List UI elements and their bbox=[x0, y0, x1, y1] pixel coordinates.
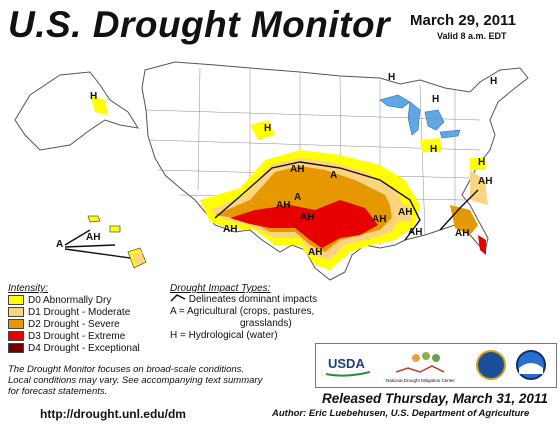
impact-label: A bbox=[56, 239, 63, 250]
impact-label: H bbox=[388, 72, 395, 83]
impact-label: AH bbox=[276, 200, 290, 211]
impact-label: AH bbox=[300, 212, 314, 223]
swatch-d4 bbox=[8, 343, 24, 353]
legend-item: D0 Abnormally Dry bbox=[28, 294, 112, 306]
legend-item: D4 Drought - Exceptional bbox=[28, 342, 140, 354]
author-credit: Author: Eric Luebehusen, U.S. Department… bbox=[272, 408, 530, 419]
impact-label: H bbox=[430, 144, 437, 155]
impact-label: AH bbox=[223, 224, 237, 235]
impact-delineates: Delineates dominant impacts bbox=[188, 294, 318, 305]
website-url: http://drought.unl.edu/dm bbox=[40, 407, 186, 421]
impact-heading: Drought Impact Types: bbox=[170, 283, 271, 294]
impact-label: AH bbox=[398, 207, 412, 218]
swatch-d3 bbox=[8, 331, 24, 341]
swatch-d1 bbox=[8, 307, 24, 317]
swatch-d0 bbox=[8, 295, 24, 305]
impact-line-icon bbox=[170, 294, 186, 302]
impact-label: A bbox=[330, 170, 337, 181]
legend-item: D1 Drought - Moderate bbox=[28, 306, 131, 318]
impact-label: AH bbox=[372, 214, 386, 225]
disclaimer-note: The Drought Monitor focuses on broad-sca… bbox=[8, 364, 298, 397]
impact-lines bbox=[64, 161, 479, 259]
impact-ag: A = Agricultural (crops, pastures, bbox=[170, 306, 315, 317]
impact-label: H bbox=[432, 94, 439, 105]
impact-hydro: H = Hydrological (water) bbox=[170, 330, 278, 341]
note-line: The Drought Monitor focuses on broad-sca… bbox=[8, 364, 245, 375]
legend-heading: Intensity: bbox=[8, 283, 49, 294]
legend-item: D2 Drought - Severe bbox=[28, 318, 120, 330]
impact-label: H bbox=[90, 91, 97, 102]
impact-legend: Drought Impact Types: Delineates dominan… bbox=[170, 283, 317, 342]
usda-text: USDA bbox=[328, 356, 365, 371]
note-line: Local conditions may vary. See accompany… bbox=[8, 375, 263, 386]
map-date: March 29, 2011 bbox=[410, 12, 516, 29]
alaska-drought bbox=[90, 95, 108, 115]
impact-label: AH bbox=[478, 176, 492, 187]
impact-label: AH bbox=[308, 247, 322, 258]
note-line: for forecast statements. bbox=[8, 386, 108, 397]
doc-seal bbox=[476, 350, 506, 380]
impact-label: H bbox=[264, 123, 271, 134]
map-title: U.S. Drought Monitor bbox=[8, 4, 390, 45]
drought-map: AH A AH AH AH AH AH AH AH AH AH H H H H … bbox=[14, 61, 529, 281]
impact-label: AH bbox=[455, 228, 469, 239]
legend-item: D3 Drought - Extreme bbox=[28, 330, 126, 342]
great-lakes bbox=[379, 94, 461, 139]
hawaii bbox=[87, 215, 147, 269]
valid-time: Valid 8 a.m. EDT bbox=[437, 31, 507, 41]
logo-strip: USDA National Drought Mitigation Center bbox=[324, 350, 546, 383]
impact-label: A bbox=[294, 192, 301, 203]
impact-label: H bbox=[490, 76, 497, 87]
release-date: Released Thursday, March 31, 2011 bbox=[322, 391, 548, 406]
agency-logos: USDA National Drought Mitigation Center bbox=[315, 343, 557, 388]
ndmc-logo: National Drought Mitigation Center bbox=[386, 352, 456, 383]
impact-label: AH bbox=[86, 232, 100, 243]
intensity-legend: Intensity: D0 Abnormally Dry D1 Drought … bbox=[8, 283, 140, 354]
drought-areas bbox=[200, 120, 488, 270]
impact-label: AH bbox=[408, 227, 422, 238]
alaska-land bbox=[14, 71, 140, 151]
impact-ag-2: grasslands) bbox=[240, 318, 292, 329]
impact-label: AH bbox=[290, 164, 304, 175]
impact-label: H bbox=[478, 157, 485, 168]
swatch-d2 bbox=[8, 319, 24, 329]
ndmc-text: National Drought Mitigation Center bbox=[386, 378, 456, 383]
